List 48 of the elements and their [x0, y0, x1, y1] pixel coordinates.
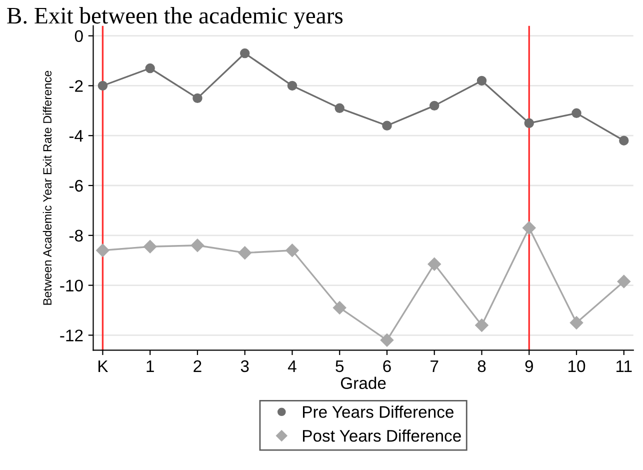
x-tick-label: 8	[478, 360, 486, 372]
y-tick-label: 0	[74, 30, 83, 42]
x-tick-label: 2	[194, 360, 202, 372]
x-tick-label: 7	[430, 360, 438, 372]
legend-label: Post Years Difference	[302, 430, 461, 442]
point	[192, 93, 202, 104]
point	[570, 316, 584, 330]
point	[145, 63, 155, 74]
x-tick-label: 1	[146, 360, 154, 372]
x-tick-label: 11	[616, 360, 632, 372]
x-tick-label: 10	[568, 360, 586, 372]
point	[572, 108, 582, 118]
point	[619, 136, 629, 146]
point	[430, 100, 440, 111]
y-tick-label: -2	[69, 80, 83, 92]
x-axis-title: Grade	[340, 376, 386, 390]
point	[144, 240, 157, 254]
point	[524, 118, 534, 128]
x-tick-label: 4	[288, 360, 296, 372]
point	[96, 244, 110, 257]
y-axis-title: Between Academic Year Exit Rate Difference	[42, 70, 52, 305]
point	[240, 48, 250, 58]
point	[287, 80, 298, 91]
legend-label: Pre Years Difference	[302, 406, 454, 418]
x-tick-label: 6	[383, 360, 391, 372]
x-tick-label: 3	[240, 360, 249, 372]
point	[98, 80, 108, 91]
x-tick-label: 5	[336, 360, 344, 372]
x-tick-label: K	[98, 360, 108, 372]
y-tick-label: -6	[69, 180, 83, 192]
point	[475, 318, 488, 332]
point	[522, 221, 536, 234]
point	[476, 76, 487, 86]
chart-title: B. Exit between the academic years	[7, 7, 343, 29]
point	[190, 238, 204, 252]
point	[382, 120, 392, 130]
y-tick-label: -10	[60, 280, 83, 292]
point	[238, 246, 252, 260]
point	[428, 258, 441, 271]
point	[333, 301, 346, 314]
point	[286, 244, 299, 257]
x-tick-label: 9	[525, 360, 533, 372]
y-tick-label: -4	[69, 130, 84, 142]
y-tick-label: -12	[60, 330, 83, 342]
point	[617, 274, 630, 288]
point	[380, 334, 394, 347]
y-tick-label: -8	[69, 230, 83, 242]
point	[334, 103, 344, 114]
